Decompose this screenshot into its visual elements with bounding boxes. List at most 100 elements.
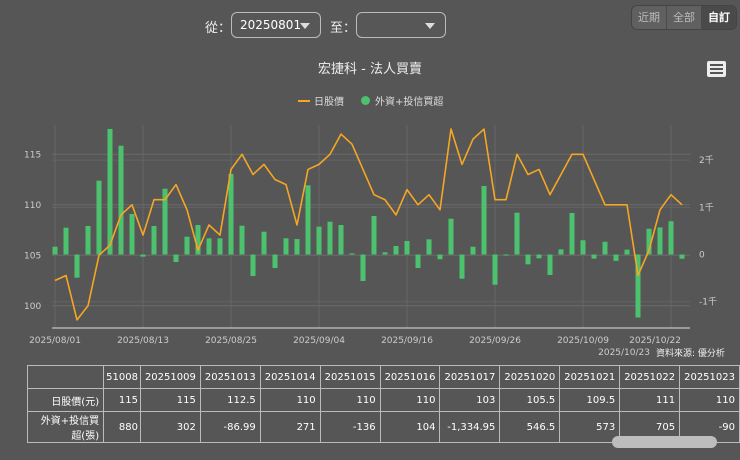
net-buy-bar (558, 249, 564, 255)
y-right-tick-label: 1千 (699, 202, 714, 213)
net-buy-bar (426, 239, 432, 255)
price-line (54, 128, 683, 321)
y-left-tick-label: 115 (24, 150, 41, 160)
table-header-cell: 20251014 (259, 365, 321, 389)
table-cell: -136 (319, 411, 381, 443)
x-tick-label: 2025/08/01 (29, 336, 81, 346)
from-date-value: 20250801 (240, 18, 302, 32)
table-header-cell: 20251009 (139, 365, 201, 389)
x-tick-label: 2025/09/04 (293, 336, 345, 346)
x-tick-label: 2025/10/23 (598, 348, 650, 358)
table-cell: 104 (379, 411, 441, 443)
table-cell: 109.5 (559, 388, 621, 412)
range-button-group: 近期 全部 自訂 (631, 5, 737, 30)
chevron-down-icon (425, 23, 435, 29)
net-buy-bar (239, 225, 245, 255)
legend-label-net: 外資+投信買超 (375, 97, 444, 108)
net-buy-bar (569, 212, 575, 255)
net-buy-bar (74, 254, 80, 278)
net-buy-bar (657, 227, 663, 255)
net-buy-bar (140, 254, 146, 257)
table-header-row: 51008 20251009 20251013 20251014 20251015 202… (26, 365, 740, 389)
net-buy-bar (151, 226, 157, 255)
table-header-cell: 20251013 (199, 365, 261, 389)
legend-item-net[interactable]: 外資+投信買超 (361, 93, 443, 108)
chevron-down-icon (300, 23, 310, 29)
net-buy-bar (382, 252, 388, 255)
circle-swatch-icon (361, 96, 370, 105)
net-buy-bar (470, 246, 476, 255)
y-left-tick-label: 100 (24, 302, 41, 312)
hamburger-menu-icon[interactable] (707, 61, 726, 77)
net-buy-bar (404, 241, 410, 255)
range-all-button[interactable]: 全部 (667, 6, 702, 29)
net-buy-bar (591, 254, 597, 259)
table-header-cell: 20251023 (679, 365, 740, 389)
net-buy-bar (503, 254, 509, 256)
net-buy-bar (118, 145, 124, 255)
net-buy-bar (525, 254, 531, 265)
table-cell: 110 (319, 388, 381, 412)
net-buy-bar (415, 254, 421, 269)
table-cell: 110 (679, 388, 740, 412)
table-cell: 111 (619, 388, 681, 412)
net-buy-bar (96, 180, 102, 255)
y-left-tick-label: 105 (24, 251, 41, 261)
legend-item-price[interactable]: 日股價 (298, 93, 344, 108)
table-cell: 880 (103, 411, 141, 443)
table-cell: 103 (439, 388, 501, 412)
table-cell: 271 (259, 411, 321, 443)
from-date-select[interactable]: 20250801 (231, 12, 321, 38)
table-cell: -1,334.95 (439, 411, 501, 443)
table-header-cell: 20251021 (559, 365, 621, 389)
net-buy-bar (459, 254, 465, 279)
range-recent-button[interactable]: 近期 (632, 6, 667, 29)
table-header-cell: 20251017 (439, 365, 501, 389)
table-cell: 573 (559, 411, 621, 443)
data-source: 資料來源: 優分析 (656, 349, 725, 359)
net-buy-bar (613, 254, 619, 261)
x-tick-label: 2025/09/16 (381, 336, 433, 346)
table-header-cell: 51008 (103, 365, 141, 389)
table-cell: 105.5 (499, 388, 561, 412)
net-buy-bar (393, 246, 399, 255)
to-date-select[interactable] (356, 12, 446, 38)
net-buy-bar (602, 241, 608, 255)
horizontal-scrollbar[interactable] (612, 436, 717, 448)
net-buy-bar (327, 221, 333, 255)
table-cell: 110 (379, 388, 441, 412)
net-buy-bar (437, 254, 443, 260)
net-buy-bar (228, 174, 234, 255)
row-label: 日股價(元) (26, 388, 105, 412)
range-custom-button[interactable]: 自訂 (702, 6, 736, 29)
net-buy-bar (624, 249, 630, 255)
net-buy-bar (547, 254, 553, 275)
net-buy-bar (261, 231, 267, 255)
net-buy-bar (349, 253, 355, 255)
net-buy-bar (668, 221, 674, 255)
to-label: 至： (330, 21, 357, 36)
x-tick-label: 2025/09/26 (469, 336, 521, 346)
table-cell: 302 (139, 411, 201, 443)
net-buy-bar (294, 239, 300, 255)
net-buy-bar (646, 228, 652, 255)
table-row: 外資+投信買超(張) 880 302 -86.99 271 -136 104 -1,334.9… (26, 411, 740, 443)
table-cell: 546.5 (499, 411, 561, 443)
table-header-cell (26, 365, 105, 389)
net-buy-bar (184, 236, 190, 255)
net-buy-bar (272, 254, 278, 269)
net-buy-bar (305, 185, 311, 255)
net-buy-bar (481, 186, 487, 255)
x-tick-label: 2025/08/25 (205, 336, 257, 346)
chart-plot: 100 105 110 115 -1千 0 1千 2千 2025/08/01 2025/08/13… (24, 125, 717, 358)
net-buy-bar (52, 246, 58, 255)
table-header-cell: 20251016 (379, 365, 441, 389)
x-tick-label: 2025/08/13 (117, 336, 169, 346)
x-tick-label: 2025/10/22 (629, 336, 681, 346)
line-swatch-icon (298, 99, 310, 102)
y-right-tick-label: 2千 (699, 155, 714, 166)
table-cell: 115 (103, 388, 141, 412)
table-header-cell: 20251015 (319, 365, 381, 389)
net-buy-bar (338, 225, 344, 255)
net-buy-bar (63, 227, 69, 255)
